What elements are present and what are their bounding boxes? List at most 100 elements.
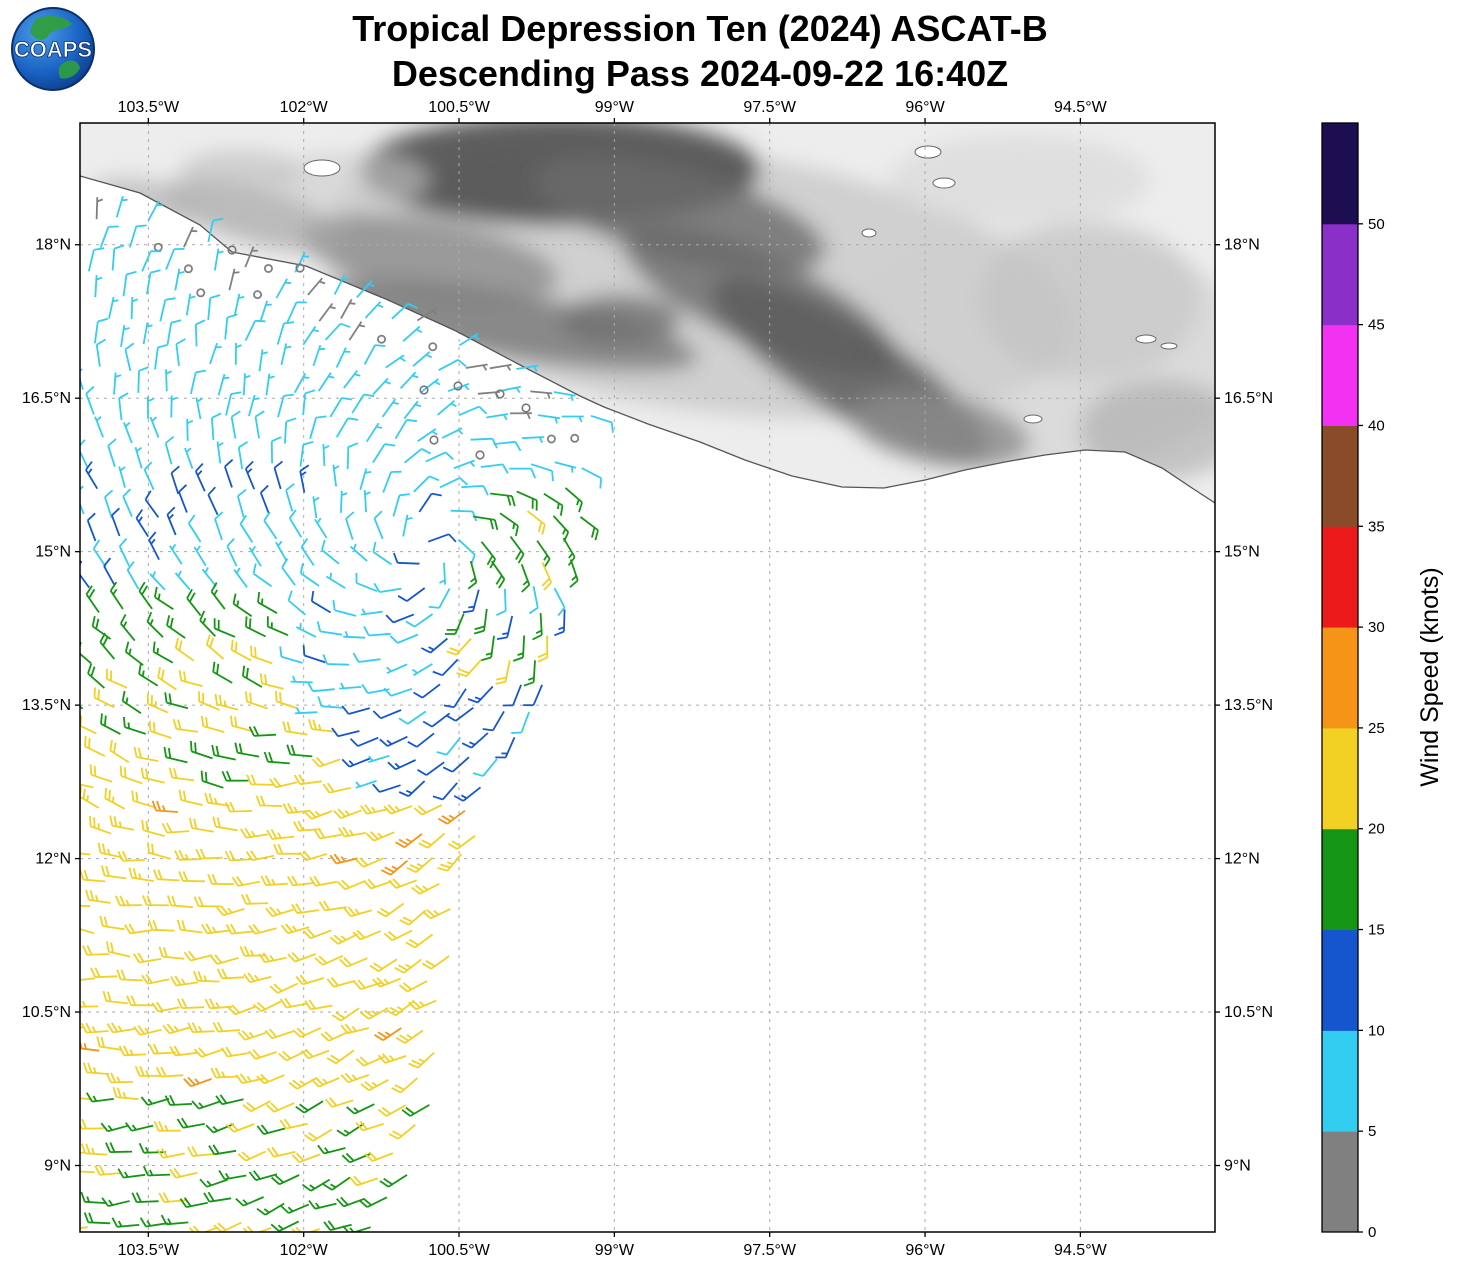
wind-barb — [302, 928, 332, 940]
barb-ticks — [570, 466, 574, 473]
calm-circle — [521, 403, 531, 413]
barb-staff — [458, 405, 480, 417]
wind-barb — [85, 889, 111, 904]
barb-staff — [86, 520, 97, 542]
barb-ticks — [230, 639, 238, 653]
barb-ticks — [242, 665, 249, 679]
barb-ticks — [93, 687, 100, 700]
barb-staff — [350, 545, 368, 562]
barb-ticks — [261, 351, 268, 355]
wind-barb — [85, 461, 99, 490]
y-tick-label-right: 10.5°N — [1224, 1004, 1273, 1021]
wind-barb — [176, 1117, 205, 1129]
barb-ticks — [464, 384, 470, 391]
barb-ticks — [422, 909, 440, 920]
barb-ticks — [109, 740, 117, 753]
wind-barb — [80, 439, 89, 468]
barb-staff — [381, 398, 397, 418]
barb-ticks — [166, 615, 174, 629]
wind-barb — [207, 873, 234, 886]
wind-barb — [299, 464, 310, 493]
wind-barb — [91, 616, 112, 640]
barb-ticks — [346, 1106, 359, 1115]
wind-barb — [404, 448, 432, 464]
barb-ticks — [248, 726, 260, 737]
barb-staff — [378, 958, 398, 972]
barb-staff — [144, 499, 160, 518]
barb-ticks — [326, 977, 339, 988]
wind-barb — [162, 1023, 192, 1035]
barb-ticks — [283, 321, 295, 325]
wind-barb — [286, 301, 307, 323]
wind-barb — [284, 417, 297, 444]
barb-ticks — [165, 435, 175, 444]
barb-staff — [276, 700, 298, 710]
wind-barb — [329, 853, 358, 865]
wind-barb — [336, 1196, 365, 1208]
y-tick-label-left: 13.5°N — [22, 697, 71, 714]
barb-ticks — [151, 800, 166, 812]
barb-staff — [326, 663, 350, 666]
wind-barb — [308, 1199, 337, 1210]
barb-ticks — [322, 654, 328, 665]
wind-barb — [276, 321, 295, 345]
wind-barb — [308, 718, 334, 733]
barb-ticks — [421, 960, 436, 970]
barb-ticks — [537, 652, 548, 663]
barb-staff — [263, 1074, 285, 1085]
wind-barb — [188, 514, 202, 543]
barb-ticks — [317, 1144, 330, 1155]
barb-staff — [427, 533, 450, 543]
barb-ticks — [257, 591, 264, 605]
wind-barb — [265, 906, 294, 917]
barb-ticks — [266, 1102, 279, 1113]
barb-ticks — [165, 297, 176, 301]
wind-barb — [105, 1142, 133, 1153]
wind-barb — [350, 543, 368, 562]
lake-island-outline — [303, 159, 341, 177]
wind-barb — [317, 1144, 346, 1155]
barb-staff — [120, 978, 143, 982]
wind-barb — [216, 905, 245, 917]
x-tick-label-bottom: 102°W — [280, 1242, 329, 1259]
wind-barb — [295, 707, 318, 715]
barb-staff — [490, 492, 513, 497]
barb-ticks — [131, 298, 139, 303]
barb-ticks — [146, 693, 157, 708]
barb-ticks — [178, 484, 188, 493]
wind-barb — [153, 869, 180, 882]
barb-ticks — [86, 1092, 98, 1103]
barb-ticks — [300, 1048, 314, 1059]
barb-ticks — [119, 765, 127, 778]
wind-barb — [209, 342, 222, 365]
wind-barb — [387, 759, 416, 771]
wind-barb — [174, 570, 191, 591]
barb-staff — [210, 591, 226, 610]
wind-barb — [120, 613, 136, 642]
barb-staff — [131, 876, 154, 882]
barb-ticks — [211, 412, 222, 419]
wind-barb — [314, 517, 328, 539]
barb-ticks — [245, 616, 252, 629]
wind-barb — [323, 1220, 352, 1231]
barb-ticks — [578, 416, 583, 423]
barb-ticks — [207, 873, 218, 885]
barb-ticks — [133, 952, 145, 963]
wind-barb — [86, 512, 97, 542]
wind-barb — [417, 761, 445, 776]
barb-staff — [385, 354, 405, 369]
barb-staff — [244, 320, 256, 341]
barb-ticks — [293, 820, 304, 832]
wind-barb — [373, 510, 384, 540]
barb-ticks — [288, 1079, 306, 1090]
barb-staff — [174, 268, 181, 291]
wind-barb — [166, 506, 177, 536]
wind-barb — [465, 363, 488, 371]
wind-barb — [80, 560, 90, 589]
barb-ticks — [85, 889, 99, 902]
barb-ticks — [299, 464, 310, 477]
wind-barb — [355, 1055, 385, 1067]
barb-ticks — [407, 999, 425, 1010]
barb-ticks — [339, 957, 352, 968]
wind-barb — [190, 369, 206, 395]
